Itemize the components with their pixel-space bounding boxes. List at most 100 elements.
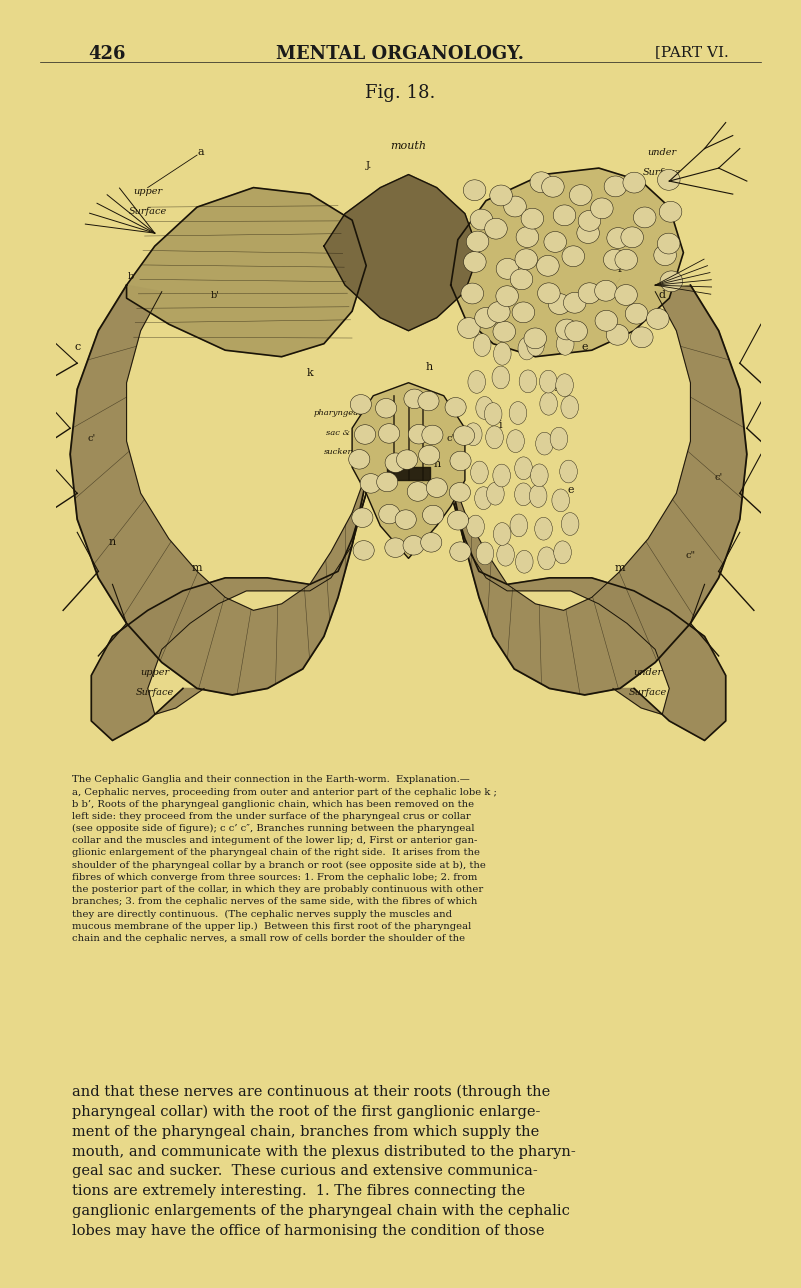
Polygon shape — [352, 383, 465, 559]
Ellipse shape — [493, 464, 510, 487]
Text: sac &: sac & — [326, 429, 350, 437]
Circle shape — [496, 286, 518, 307]
Text: [PART VI.: [PART VI. — [655, 45, 729, 59]
Circle shape — [658, 170, 680, 191]
Circle shape — [488, 301, 510, 322]
Circle shape — [626, 303, 648, 325]
Circle shape — [615, 250, 638, 270]
Text: Surface: Surface — [643, 167, 682, 176]
Circle shape — [658, 233, 680, 254]
Text: n: n — [109, 537, 116, 547]
Circle shape — [659, 201, 682, 222]
Circle shape — [352, 507, 373, 527]
Circle shape — [422, 505, 444, 524]
Ellipse shape — [550, 428, 568, 450]
Circle shape — [448, 510, 469, 531]
Ellipse shape — [519, 370, 537, 393]
Circle shape — [457, 318, 480, 339]
Text: f: f — [618, 264, 622, 274]
Ellipse shape — [476, 542, 493, 565]
Circle shape — [493, 321, 516, 343]
Text: c': c' — [87, 434, 95, 443]
Ellipse shape — [540, 393, 557, 415]
Circle shape — [403, 536, 425, 555]
Ellipse shape — [493, 523, 511, 545]
Text: c": c" — [686, 551, 695, 560]
Ellipse shape — [527, 334, 545, 355]
Circle shape — [496, 259, 519, 279]
Ellipse shape — [510, 514, 528, 537]
Polygon shape — [451, 493, 726, 741]
Polygon shape — [70, 285, 366, 696]
Ellipse shape — [537, 547, 555, 569]
Circle shape — [553, 205, 576, 225]
Circle shape — [489, 185, 513, 206]
Circle shape — [510, 269, 533, 290]
Circle shape — [422, 425, 443, 444]
Text: upper: upper — [140, 668, 169, 677]
Text: e: e — [567, 486, 574, 496]
Polygon shape — [324, 175, 479, 331]
Ellipse shape — [514, 483, 532, 506]
Text: i: i — [498, 420, 502, 430]
Circle shape — [396, 450, 417, 469]
Circle shape — [595, 310, 618, 331]
Ellipse shape — [467, 515, 485, 538]
Text: pharyngeal: pharyngeal — [314, 410, 362, 417]
Ellipse shape — [509, 402, 527, 424]
Circle shape — [450, 542, 471, 562]
Circle shape — [376, 398, 396, 419]
Text: Surface: Surface — [135, 688, 174, 697]
Ellipse shape — [465, 422, 482, 446]
Ellipse shape — [475, 487, 493, 510]
Text: The Cephalic Ganglia and their connection in the Earth-worm.  Explanation.—
a, C: The Cephalic Ganglia and their connectio… — [72, 775, 497, 943]
Text: e: e — [582, 343, 588, 352]
Circle shape — [426, 478, 448, 497]
Circle shape — [606, 325, 629, 345]
Circle shape — [395, 510, 417, 529]
Circle shape — [570, 184, 592, 206]
Text: m: m — [191, 563, 203, 573]
Circle shape — [521, 209, 544, 229]
Polygon shape — [91, 493, 366, 741]
Text: c': c' — [447, 434, 455, 443]
Ellipse shape — [516, 550, 533, 573]
Ellipse shape — [485, 426, 503, 448]
Ellipse shape — [561, 395, 578, 419]
Polygon shape — [451, 285, 747, 696]
Circle shape — [623, 173, 646, 193]
Text: and that these nerves are continuous at their roots (through the
pharyngeal coll: and that these nerves are continuous at … — [72, 1084, 576, 1238]
Ellipse shape — [536, 433, 553, 455]
Text: under: under — [634, 668, 662, 677]
Ellipse shape — [552, 489, 570, 511]
Circle shape — [541, 176, 564, 197]
Circle shape — [379, 505, 400, 524]
Circle shape — [530, 171, 553, 193]
Circle shape — [450, 451, 471, 470]
Circle shape — [407, 482, 429, 501]
Circle shape — [360, 474, 381, 493]
Circle shape — [577, 223, 599, 243]
Ellipse shape — [556, 374, 574, 397]
Circle shape — [384, 538, 406, 558]
Ellipse shape — [468, 371, 485, 393]
Ellipse shape — [471, 461, 489, 484]
Circle shape — [475, 308, 497, 328]
Circle shape — [562, 246, 585, 267]
Circle shape — [594, 281, 618, 301]
Circle shape — [466, 231, 489, 252]
Text: a: a — [197, 147, 203, 157]
Circle shape — [537, 283, 560, 304]
Circle shape — [607, 228, 630, 249]
Circle shape — [445, 398, 466, 417]
Text: sucker: sucker — [324, 448, 352, 456]
Circle shape — [603, 250, 626, 270]
Circle shape — [630, 327, 653, 348]
Circle shape — [463, 180, 486, 201]
Circle shape — [565, 321, 587, 341]
Circle shape — [549, 294, 571, 314]
Ellipse shape — [473, 334, 491, 357]
Circle shape — [418, 392, 439, 411]
Circle shape — [578, 283, 601, 304]
Text: Surface: Surface — [629, 688, 667, 697]
